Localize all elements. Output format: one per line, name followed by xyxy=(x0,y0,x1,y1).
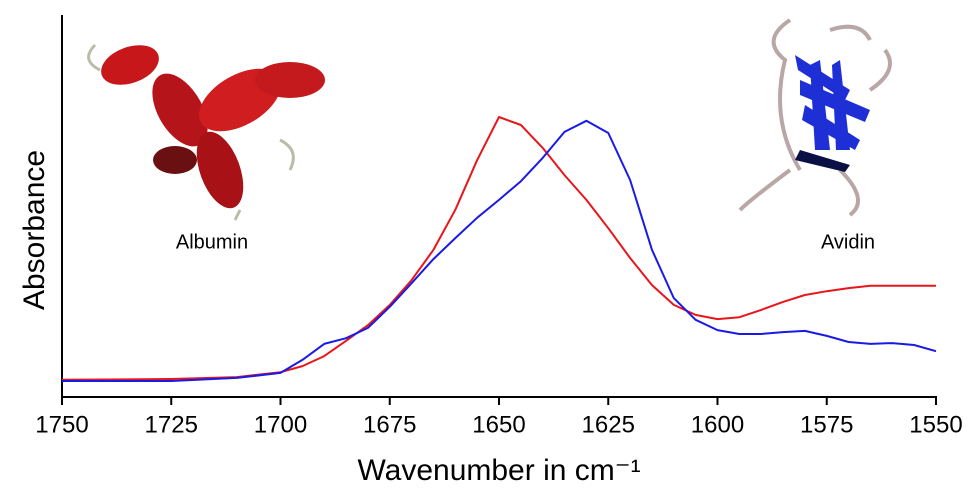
series-label: Albumin xyxy=(176,231,248,253)
x-tick-label: 1575 xyxy=(800,411,853,438)
x-tick-label: 1675 xyxy=(363,411,416,438)
line-series xyxy=(61,116,936,381)
line-series xyxy=(62,119,937,382)
x-tick-label: 1725 xyxy=(145,411,198,438)
x-axis-label: Wavenumber in cm⁻¹ xyxy=(357,454,640,487)
series-label: Avidin xyxy=(821,231,875,253)
x-tick-label: 1550 xyxy=(909,411,962,438)
y-axis-label: Absorbance xyxy=(18,150,51,310)
x-tick-label: 1700 xyxy=(254,411,307,438)
x-tick-label: 1600 xyxy=(691,411,744,438)
x-tick-label: 1750 xyxy=(35,411,88,438)
avidin-structure xyxy=(738,18,892,217)
x-tick-label: 1650 xyxy=(472,411,525,438)
albumin-structure xyxy=(87,43,325,221)
x-tick-label: 1625 xyxy=(582,411,635,438)
